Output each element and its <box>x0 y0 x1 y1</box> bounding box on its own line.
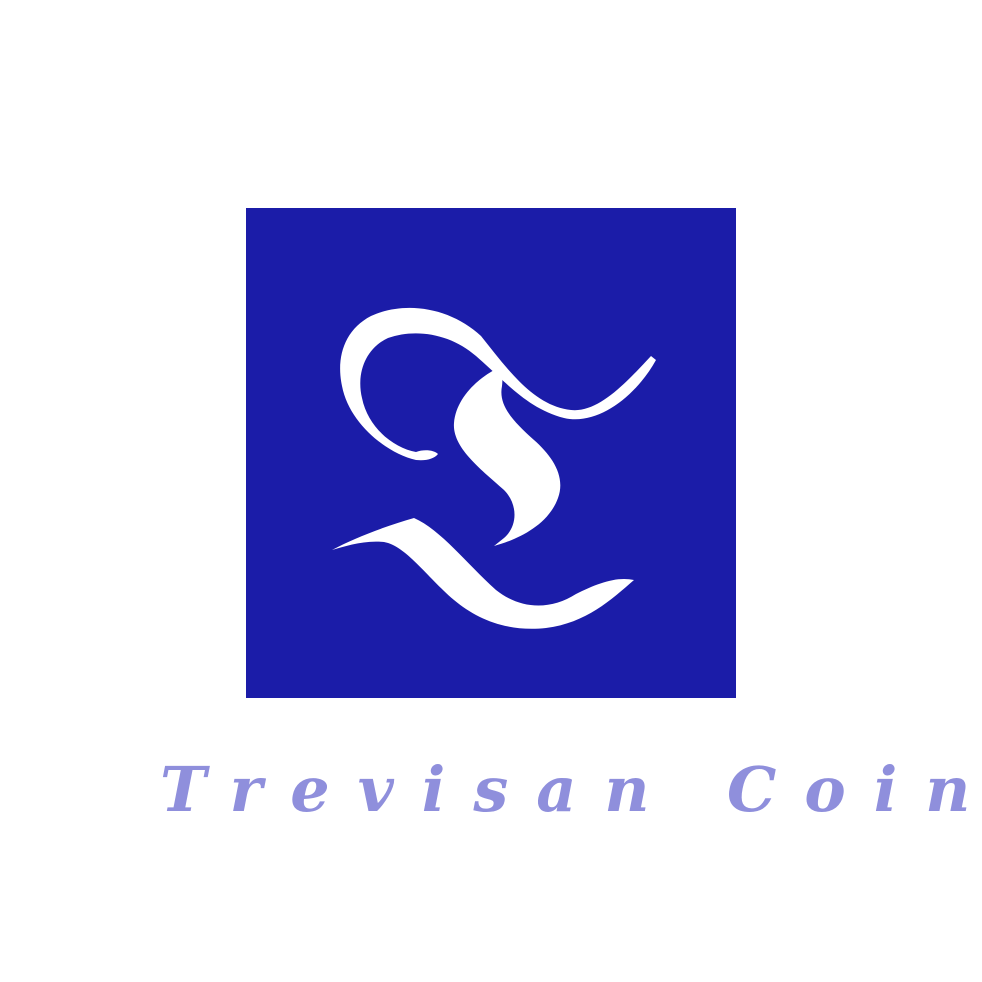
blackletter-t-monogram-icon <box>332 307 656 629</box>
brand-wordmark: Trevisan Coin <box>160 753 982 826</box>
logo-badge <box>246 208 736 698</box>
